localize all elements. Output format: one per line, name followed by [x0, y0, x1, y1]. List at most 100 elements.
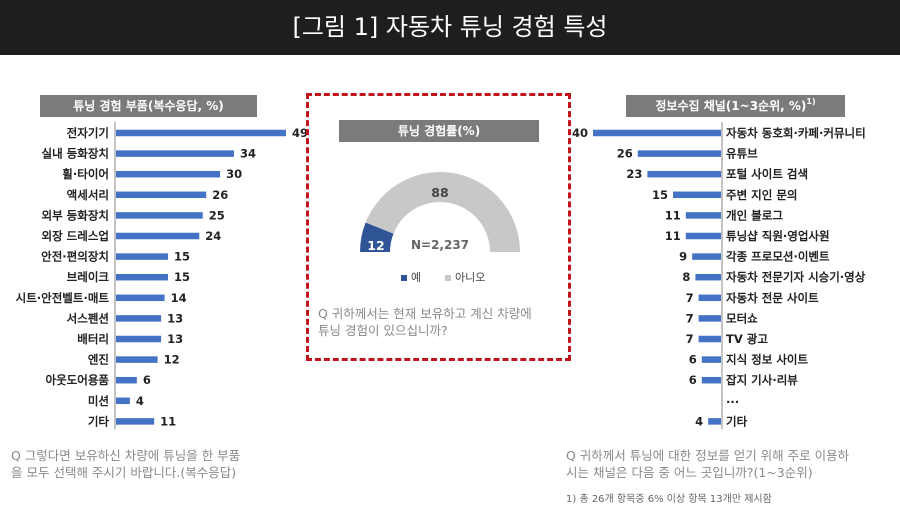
bar [673, 191, 721, 199]
legend-yes-label: 예 [411, 271, 421, 284]
category-label: 액세서리 [67, 188, 109, 202]
yes-slice [360, 222, 394, 252]
bar [116, 191, 207, 199]
value-label: 4 [136, 394, 144, 408]
bar [116, 129, 286, 137]
right-header-footnote-mark: 1) [806, 97, 816, 106]
bar [708, 418, 721, 425]
sample-size-label: N=2,237 [411, 238, 469, 252]
category-label: 주변 지인 문의 [726, 188, 798, 202]
legend-no-swatch [445, 275, 451, 281]
category-label: TV 광고 [726, 332, 768, 346]
value-label: 11 [160, 414, 176, 428]
category-label: 기타 [726, 414, 748, 428]
category-label: 기타 [88, 414, 110, 428]
right-chart-header: 정보수집 채널(1~3순위, %)1) [626, 95, 845, 117]
title-bar: [그림 1] 자동차 튜닝 경험 특성 [0, 0, 900, 55]
page-title: [그림 1] 자동차 튜닝 경험 특성 [292, 13, 608, 41]
right-question-line-2: 시는 채널은 다음 중 어느 곳입니까?(1~3순위) [566, 465, 813, 480]
bar [685, 212, 721, 219]
left-chart-header: 튜닝 경험 부품(복수응답, %) [40, 95, 257, 117]
bar [116, 232, 200, 240]
category-label: 지식 정보 사이트 [726, 353, 808, 367]
category-label: 자동차 전문기자 시승기·영상 [726, 270, 866, 284]
bar [593, 129, 721, 137]
bar [647, 170, 721, 178]
category-label: 외장 드레스업 [42, 229, 109, 243]
bar [116, 273, 169, 281]
right-question: Q 귀하께서 튜닝에 대한 정보를 얻기 위해 주로 이용하 시는 채널은 다음… [566, 447, 849, 481]
value-label: 7 [686, 332, 694, 346]
category-label: 아웃도어용품 [46, 373, 110, 387]
category-label: 모터쇼 [726, 311, 758, 325]
bar [116, 212, 203, 219]
value-label: 4 [695, 414, 703, 428]
category-label: 엔진 [88, 353, 109, 367]
legend-no-label: 아니오 [455, 271, 485, 284]
center-question: Q 귀하께서는 현재 보유하고 계신 차량에 튜닝 경험이 있으십니까? [318, 305, 532, 339]
bar [698, 335, 721, 343]
value-label: 23 [626, 167, 642, 181]
value-label: 9 [679, 250, 687, 264]
category-label: 튜닝샵 직원·영업사원 [726, 229, 830, 243]
tuning-experience-panel [306, 93, 571, 361]
bar [695, 273, 721, 281]
value-label: 6 [143, 373, 151, 387]
bar [116, 418, 155, 425]
bar [685, 232, 721, 240]
ellipsis-label: ... [726, 392, 739, 406]
category-label: 배터리 [77, 332, 109, 346]
yes-value-label: 12 [367, 238, 384, 253]
category-label: 잡지 기사·리뷰 [726, 373, 798, 387]
category-label: 전자기기 [67, 126, 109, 140]
category-label: 유튜브 [726, 147, 758, 161]
value-label: 25 [209, 208, 225, 222]
category-label: 안전·편의장치 [41, 250, 109, 264]
value-label: 11 [665, 208, 681, 222]
value-label: 30 [226, 167, 242, 181]
bar [116, 150, 234, 157]
category-label: 포털 사이트 검색 [726, 167, 808, 181]
value-label: 6 [689, 373, 697, 387]
bar [698, 315, 721, 322]
value-label: 11 [665, 229, 681, 243]
center-chart-header: 튜닝 경험률(%) [339, 120, 539, 142]
category-label: 브레이크 [67, 270, 110, 284]
value-label: 13 [167, 311, 183, 325]
category-label: 자동차 동호회·카페·커뮤니티 [726, 126, 866, 140]
bar [637, 150, 721, 157]
value-label: 6 [689, 353, 697, 367]
bar [701, 356, 721, 363]
category-label: 외부 등화장치 [42, 208, 109, 222]
bar [692, 253, 721, 260]
category-label: 개인 블로그 [726, 208, 783, 222]
value-label: 15 [652, 188, 668, 202]
center-question-line-2: 튜닝 경험이 있으십니까? [318, 323, 448, 338]
bar [116, 397, 130, 405]
right-question-line-1: Q 귀하께서 튜닝에 대한 정보를 얻기 위해 주로 이용하 [566, 448, 850, 463]
right-header-text: 정보수집 채널(1~3순위, %) [655, 99, 807, 113]
value-label: 26 [212, 188, 228, 202]
channels-bar-chart: 40 자동차 동호회·카페·커뮤니티 26 유튜브 23 포털 사이트 검색 15 주변 지인… [572, 122, 866, 430]
category-label: 휠·타이어 [62, 167, 109, 181]
bar [116, 253, 169, 260]
value-label: 14 [171, 291, 187, 305]
value-label: 8 [682, 270, 690, 284]
bar [698, 294, 721, 302]
bar [116, 356, 158, 363]
bar [116, 335, 162, 343]
value-label: 34 [240, 147, 256, 161]
category-label: 미션 [88, 394, 109, 408]
value-label: 12 [164, 353, 180, 367]
value-label: 24 [205, 229, 221, 243]
bar [116, 315, 162, 322]
left-question: Q 그렇다면 보유하신 차량에 튜닝을 한 부품 을 모두 선택해 주시기 바랍… [11, 447, 240, 481]
category-label: 시트·안전벨트·매트 [16, 291, 110, 305]
value-label: 13 [167, 332, 183, 346]
value-label: 49 [292, 126, 308, 140]
value-label: 7 [686, 311, 694, 325]
value-label: 40 [572, 126, 588, 140]
no-slice [365, 172, 520, 252]
value-label: 7 [686, 291, 694, 305]
bar [116, 376, 137, 384]
